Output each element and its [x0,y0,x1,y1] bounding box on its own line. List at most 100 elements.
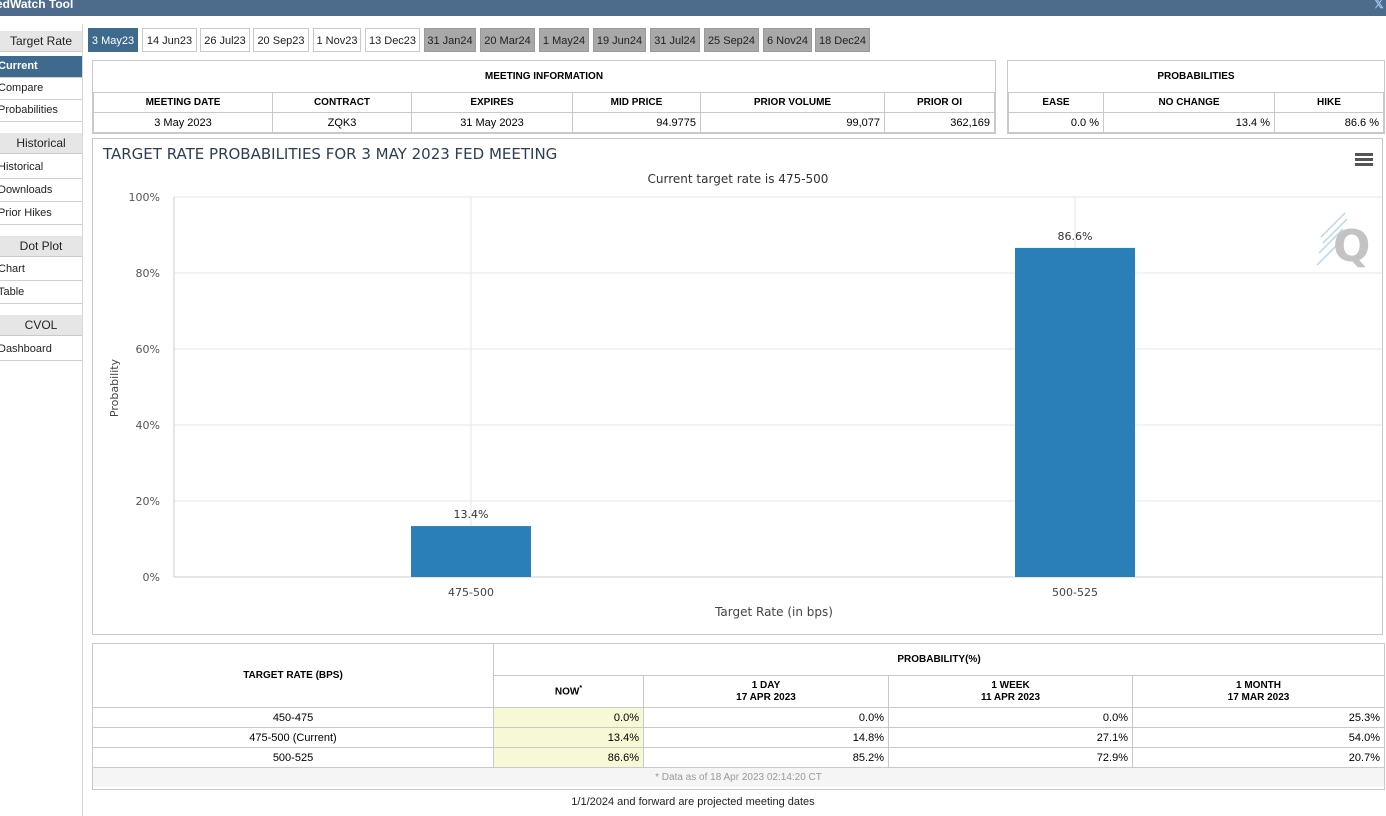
sidebar-item-probabilities[interactable]: Probabilities [0,100,82,122]
now-cell: 86.6% [493,747,644,768]
col-header: PRIOR OI [884,92,995,113]
svg-text:Q: Q [1333,221,1370,272]
tab-meeting[interactable]: 13 Dec23 [365,28,420,52]
sidebar-item-prior-hikes[interactable]: Prior Hikes [0,203,82,225]
tab-meeting[interactable]: 20 Sep23 [253,28,309,52]
col-header: EXPIRES [411,92,573,113]
bar [411,526,531,577]
bar-data-label: 86.6% [1058,230,1093,243]
target-rate-column-header: TARGET RATE (BPS) [93,644,494,708]
1-week-cell: 27.1% [888,727,1133,748]
probability-group-header: PROBABILITY(%) [493,644,1384,676]
col-header: CONTRACT [272,92,412,113]
tab-meeting[interactable]: 1 Nov23 [313,28,361,52]
sidebar-header-target-rate[interactable]: Target Rate [0,31,82,52]
tab-meeting[interactable]: 3 May23 [88,28,138,52]
mid-price: 94.9775 [572,112,701,133]
table-row: 475-500 (Current) 13.4% 14.8% 27.1% 54.0… [93,727,1384,748]
bar-data-label: 13.4% [454,508,489,521]
1-month-cell: 54.0% [1132,727,1384,748]
now-column-header: NOW* [493,675,644,708]
q-logo-icon: Q [1316,212,1370,272]
chart-x-axis-label: Target Rate (in bps) [714,605,833,619]
tab-meeting[interactable]: 20 Mar24 [480,28,535,52]
tab-meeting[interactable]: 14 Jun23 [142,28,197,52]
probabilities-title: PROBABILITIES [1008,61,1384,93]
tab-meeting[interactable]: 25 Sep24 [704,28,759,52]
y-tick-label: 60% [136,343,160,356]
tab-meeting[interactable]: 26 Jul23 [200,28,250,52]
chart-panel: TARGET RATE PROBABILITIES FOR 3 MAY 2023… [92,138,1383,635]
1-week-cell: 72.9% [888,747,1133,768]
chart-x-ticks: 475-500 500-525 [448,586,1098,599]
col-header: MEETING DATE [93,92,273,113]
probability-table-panel: TARGET RATE (BPS) PROBABILITY(%) NOW* 1 … [92,643,1385,790]
sidebar: Target Rate Current Compare Probabilitie… [0,24,83,816]
col-header: MID PRICE [572,92,701,113]
tab-meeting[interactable]: 18 Dec24 [815,28,870,52]
sidebar-item-dashboard[interactable]: Dashboard [0,339,82,361]
sidebar-item-historical[interactable]: Historical [0,157,82,179]
contract: ZQK3 [272,112,412,133]
tab-meeting[interactable]: 31 Jan24 [424,28,476,52]
top-bar: edWatch Tool 𝕏 [0,0,1386,16]
1-week-column-header: 1 WEEK 11 APR 2023 [888,675,1133,708]
expires: 31 May 2023 [411,112,573,133]
meeting-information-panel: MEETING INFORMATION MEETING DATE CONTRAC… [92,60,996,134]
chart-y-ticks: 0% 20% 40% 60% 80% 100% [129,191,160,584]
table-row: 450-475 0.0% 0.0% 0.0% 25.3% [93,707,1384,728]
probabilities-panel: PROBABILITIES EASE NO CHANGE HIKE 0.0 % … [1007,60,1385,134]
1-day-cell: 85.2% [643,747,889,768]
1-month-cell: 20.7% [1132,747,1384,768]
chart-subtitle: Current target rate is 475-500 [648,172,829,186]
sidebar-item-current[interactable]: Current [0,56,82,78]
probability-chart: TARGET RATE PROBABILITIES FOR 3 MAY 2023… [102,145,1382,619]
sidebar-item-table[interactable]: Table [0,282,82,304]
tab-meeting[interactable]: 1 May24 [539,28,589,52]
prior-volume: 99,077 [700,112,885,133]
1-month-column-header: 1 MONTH 17 MAR 2023 [1132,675,1384,708]
twitter-icon[interactable]: 𝕏 [1374,0,1384,11]
x-tick-label: 475-500 [448,586,494,599]
x-tick-label: 500-525 [1052,586,1098,599]
col-header: PRIOR VOLUME [700,92,885,113]
now-cell: 13.4% [493,727,644,748]
chart-title: TARGET RATE PROBABILITIES FOR 3 MAY 2023… [102,145,557,163]
target-rate-cell: 475-500 (Current) [93,727,494,748]
sidebar-header-historical[interactable]: Historical [0,133,82,154]
col-header: NO CHANGE [1103,92,1275,113]
chart-y-axis-label: Probability [108,358,121,417]
bar [1015,247,1135,578]
chart-gridlines [173,196,1382,578]
tab-meeting[interactable]: 6 Nov24 [763,28,812,52]
y-tick-label: 40% [136,419,160,432]
1-month-cell: 25.3% [1132,707,1384,728]
y-tick-label: 80% [136,267,160,280]
1-day-cell: 0.0% [643,707,889,728]
table-row: 500-525 86.6% 85.2% 72.9% 20.7% [93,747,1384,768]
tab-meeting[interactable]: 19 Jun24 [593,28,646,52]
no-change-value: 13.4 % [1103,112,1275,133]
1-week-cell: 0.0% [888,707,1133,728]
chart-menu-icon[interactable] [1355,153,1373,167]
sidebar-header-cvol[interactable]: CVOL [0,315,82,336]
y-tick-label: 0% [143,571,160,584]
app-title: edWatch Tool [0,0,74,11]
sidebar-header-dot-plot[interactable]: Dot Plot [0,236,82,257]
y-tick-label: 100% [129,191,160,204]
col-header: HIKE [1274,92,1384,113]
meeting-information-title: MEETING INFORMATION [93,61,995,93]
1-day-cell: 14.8% [643,727,889,748]
tab-meeting[interactable]: 31 Jul24 [650,28,700,52]
target-rate-cell: 450-475 [93,707,494,728]
data-as-of-note: * Data as of 18 Apr 2023 02:14:20 CT [93,767,1384,787]
meeting-date: 3 May 2023 [93,112,273,133]
1-day-column-header: 1 DAY 17 APR 2023 [643,675,889,708]
sidebar-item-chart[interactable]: Chart [0,259,82,281]
sidebar-item-downloads[interactable]: Downloads [0,180,82,202]
target-rate-cell: 500-525 [93,747,494,768]
sidebar-item-compare[interactable]: Compare [0,78,82,100]
hike-value: 86.6 % [1274,112,1384,133]
chart-bars: 13.4% 86.6% [411,230,1135,578]
now-cell: 0.0% [493,707,644,728]
